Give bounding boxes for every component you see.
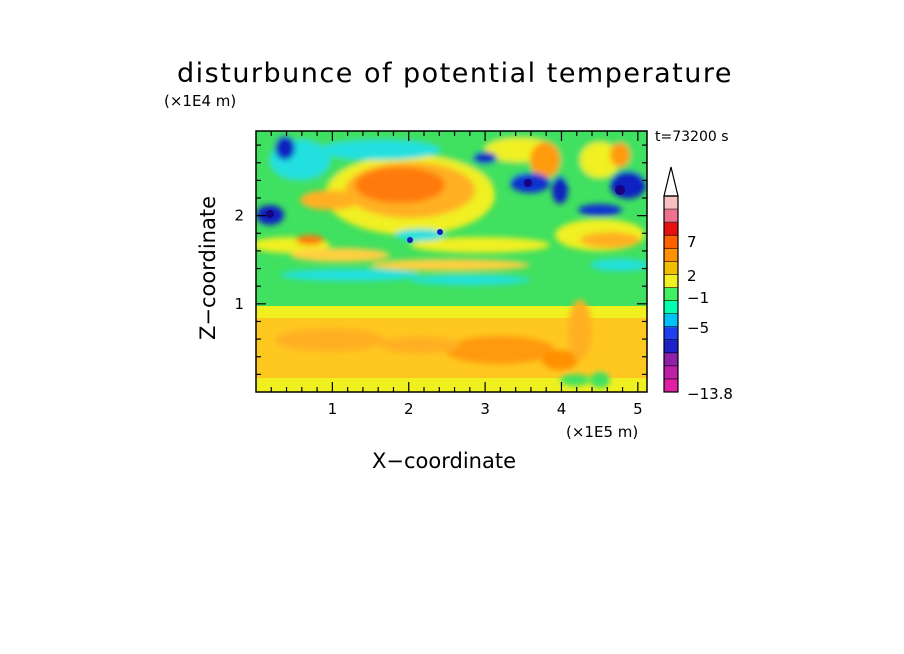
- x-axis-label: X−coordinate: [372, 449, 516, 473]
- colorbar-band: [664, 365, 678, 380]
- colorbar-label-min: −13.8: [687, 385, 733, 403]
- colorbar-label-7: 7: [687, 233, 697, 251]
- colorbar-band: [664, 326, 678, 341]
- colorbar-label-minus1: −1: [687, 289, 709, 307]
- y-tick-label-1: 1: [234, 295, 244, 313]
- colorbar-band: [664, 378, 678, 393]
- colorbar-band: [664, 261, 678, 275]
- chart-title: disturbunce of potential temperature: [177, 58, 733, 89]
- colorbar-band: [664, 222, 678, 236]
- x-tick-label-1: 1: [328, 400, 338, 418]
- colorbar-label-minus5: −5: [687, 319, 709, 337]
- colorbar-band: [664, 209, 678, 223]
- y-tick-label-2: 2: [234, 207, 244, 225]
- time-label: t=73200 s: [655, 129, 729, 145]
- colorbar-band: [664, 274, 678, 288]
- colorbar-band: [664, 248, 678, 262]
- x-tick-label-4: 4: [557, 400, 567, 418]
- plot-frame: [255, 130, 648, 393]
- colorbar-band: [664, 196, 678, 210]
- colorbar-extend-triangle: [663, 166, 679, 197]
- colorbar-band: [664, 287, 678, 302]
- x-tick-label-5: 5: [633, 400, 643, 418]
- x-scale-note: (×1E5 m): [566, 423, 639, 441]
- x-tick-label-3: 3: [480, 400, 490, 418]
- colorbar-band: [664, 352, 678, 367]
- colorbar-band: [664, 313, 678, 328]
- heatmap-field: [256, 131, 647, 392]
- colorbar-frame: [663, 195, 679, 393]
- colorbar: 7 2 −1 −5 −13.8: [663, 166, 733, 403]
- axis-ticks: 1 2 3 4 5 1 2: [234, 131, 647, 418]
- x-tick-label-2: 2: [404, 400, 414, 418]
- colorbar-band: [664, 300, 678, 315]
- colorbar-band: [664, 339, 678, 354]
- z-scale-note: (×1E4 m): [164, 92, 237, 110]
- colorbar-label-2: 2: [687, 267, 697, 285]
- colorbar-band: [664, 235, 678, 249]
